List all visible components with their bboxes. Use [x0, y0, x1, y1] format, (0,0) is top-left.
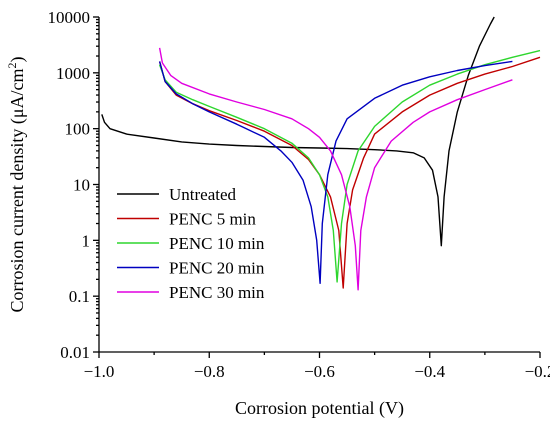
series-line-2	[158, 49, 541, 283]
series-line-4	[158, 47, 513, 291]
legend-label-3: PENC 20 min	[169, 259, 265, 278]
x-tick-label: −0.8	[194, 362, 225, 381]
series-line-1	[158, 56, 541, 289]
y-axis-title-superscript: 2	[5, 62, 19, 68]
axes-layer: −1.0 −0.8 −0.6 −0.4 −0.2 0.01 0.1 1 10 100 1000 100…	[48, 8, 550, 381]
x-tick-label: −0.6	[304, 362, 335, 381]
x-tick-label: −1.0	[84, 362, 115, 381]
x-axis-title: Corrosion potential (V)	[235, 398, 404, 419]
series-layer	[101, 16, 541, 291]
y-tick-label: 100	[65, 120, 91, 139]
legend-label-0: Untreated	[169, 185, 237, 204]
legend-label-2: PENC 10 min	[169, 234, 265, 253]
legend-label-4: PENC 30 min	[169, 283, 265, 302]
legend-label-1: PENC 5 min	[169, 210, 256, 229]
y-tick-label: 10	[73, 176, 90, 195]
x-tick-label: −0.4	[414, 362, 445, 381]
y-axis-title-close: )	[7, 56, 28, 62]
series-line-3	[158, 60, 513, 284]
x-tick-label: −0.2	[525, 362, 550, 381]
y-axis-title: Corrosion current density (μA/cm2)	[5, 56, 28, 312]
y-tick-label: 1000	[56, 64, 90, 83]
y-tick-label: 10000	[48, 8, 91, 27]
y-axis-title-main: Corrosion current density (μA/cm	[7, 68, 28, 312]
y-tick-label: 1	[82, 231, 91, 250]
y-tick-label: 0.1	[69, 287, 90, 306]
y-tick-label: 0.01	[60, 343, 90, 362]
legend: Untreated PENC 5 min PENC 10 min PENC 20 mi…	[117, 185, 265, 302]
